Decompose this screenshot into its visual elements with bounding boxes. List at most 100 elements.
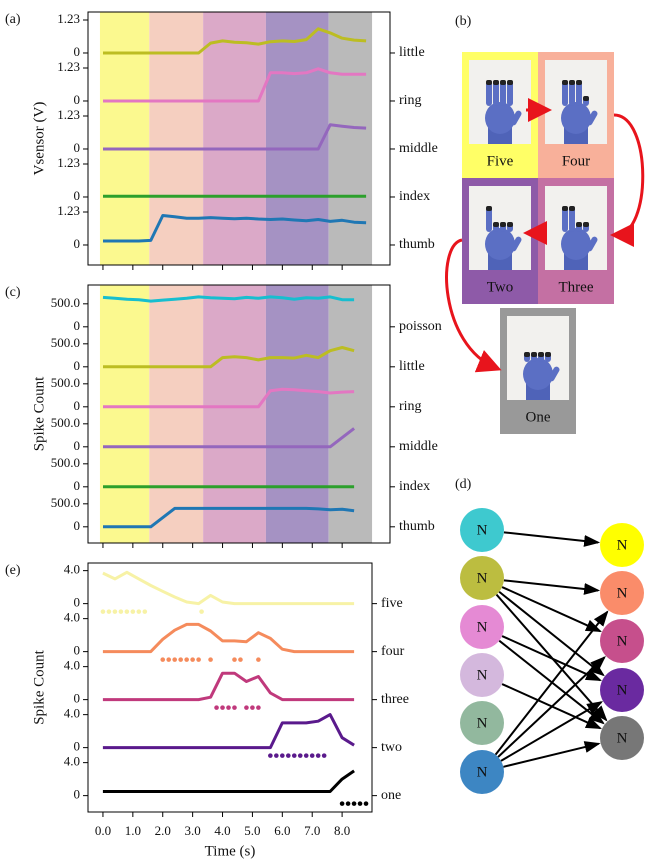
series-line <box>103 427 356 449</box>
neuron-label: N <box>477 764 488 780</box>
glove-finger <box>507 80 513 106</box>
panel-label: (d) <box>455 477 472 492</box>
row-label: poisson <box>399 319 442 334</box>
glove-thumb <box>510 110 522 126</box>
y-tick-label: 0 <box>74 478 81 493</box>
y-tick-label: 500.0 <box>51 375 80 390</box>
series-line <box>102 769 355 793</box>
row-label: index <box>399 189 430 204</box>
y-tick-label: 0 <box>74 44 81 59</box>
x-tick-label: 2.0 <box>155 823 171 838</box>
y-tick-label: 500.0 <box>51 295 80 310</box>
y-tick-label: 0 <box>74 595 81 610</box>
spike-dot <box>208 657 213 662</box>
y-tick-label: 0 <box>74 518 81 533</box>
neuron-label: N <box>617 633 628 649</box>
input-neuron <box>460 750 504 794</box>
glove-palm <box>485 102 515 134</box>
y-tick-label: 1.23 <box>57 155 80 170</box>
y-tick-label: 0 <box>74 691 81 706</box>
finger-tip <box>531 352 537 357</box>
spike-dot <box>321 753 327 758</box>
y-tick-label: 0 <box>74 438 81 453</box>
finger-tip <box>562 80 568 85</box>
spike-dot <box>214 705 219 710</box>
series-line <box>102 713 355 750</box>
output-neuron <box>600 523 644 567</box>
y-axis-label: Spike Count <box>31 649 47 724</box>
x-tick-label: 6.0 <box>274 823 290 838</box>
finger-tip <box>500 222 506 227</box>
spike-dot <box>232 657 237 662</box>
finger-tip <box>569 206 575 211</box>
glove-finger <box>569 80 575 106</box>
synapse <box>503 579 601 595</box>
input-neuron <box>460 605 504 649</box>
input-neuron <box>460 556 504 600</box>
glove-finger <box>569 206 575 232</box>
synapse <box>498 590 605 677</box>
input-neuron <box>460 508 504 552</box>
glove-finger <box>562 80 568 106</box>
spike-dot <box>226 705 231 710</box>
network-panel: (d) N N N N N N N N N N N <box>455 477 644 794</box>
series-line <box>103 214 367 243</box>
x-tick-label: 8.0 <box>334 823 350 838</box>
spike-dot <box>339 801 345 806</box>
series-line <box>102 671 355 702</box>
x-tick-label: 1.0 <box>125 823 141 838</box>
row-label: little <box>399 45 425 60</box>
y-tick-label: 0 <box>74 787 81 802</box>
spike-dot <box>274 753 279 758</box>
spike-dot <box>303 753 309 758</box>
glove-thumb <box>548 366 560 382</box>
synapse <box>503 741 601 768</box>
spike-dot <box>363 801 369 806</box>
spike-dot <box>238 657 243 662</box>
y-tick-label: 500.0 <box>51 335 80 350</box>
y-axis-label: Vsensor (V) <box>31 102 47 176</box>
phase-band <box>265 12 329 265</box>
input-neuron <box>460 701 504 745</box>
row-label: ring <box>399 93 422 108</box>
spike-dot <box>166 657 172 662</box>
y-tick-label: 4.0 <box>64 610 80 625</box>
row-label: little <box>399 359 425 374</box>
spike-dot <box>256 705 261 710</box>
synapse <box>497 656 606 758</box>
y-tick-label: 0 <box>74 398 81 413</box>
gesture-label: One <box>526 409 551 425</box>
row-label: middle <box>399 141 438 156</box>
glove-palm <box>485 228 515 260</box>
neuron-label: N <box>477 667 488 683</box>
output-neuron <box>600 619 644 663</box>
synapse <box>501 635 602 682</box>
finger-tip <box>576 222 582 227</box>
series-line <box>103 346 355 369</box>
finger-tip <box>569 80 575 85</box>
glove-palm <box>523 358 553 390</box>
y-tick-label: 4.0 <box>64 562 80 577</box>
hand-gesture-panel: (b) Five Four Two Three One <box>455 14 614 434</box>
finger-tip <box>524 352 530 357</box>
series-line <box>102 570 355 606</box>
y-tick-label: 0 <box>74 92 81 107</box>
phase-band <box>99 12 150 265</box>
spike-dot <box>268 753 273 758</box>
spike-dot <box>297 753 303 758</box>
x-tick-label: 5.0 <box>244 823 260 838</box>
finger-tip <box>486 80 492 85</box>
gesture-label: Five <box>487 153 514 169</box>
phase-band <box>203 285 266 543</box>
panel-label: (a) <box>5 12 21 27</box>
glove-palm <box>561 102 591 134</box>
y-tick-label: 500.0 <box>51 455 80 470</box>
finger-tip <box>583 222 589 227</box>
spike-dot <box>184 657 189 662</box>
neuron-label: N <box>477 715 488 731</box>
plot-frame <box>87 284 391 544</box>
finger-tip <box>507 222 513 227</box>
series-line <box>102 295 355 303</box>
